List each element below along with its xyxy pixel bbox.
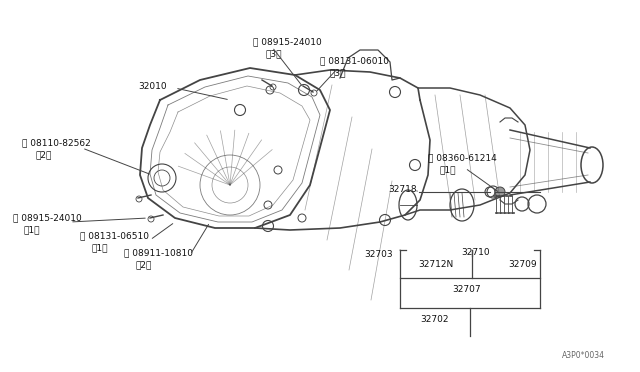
Text: 「2」: 「2」: [135, 260, 152, 269]
Text: Ⓑ 08131-06510: Ⓑ 08131-06510: [80, 231, 149, 240]
Text: Ⓑ 08110-82562: Ⓑ 08110-82562: [22, 138, 91, 147]
Text: Ⓝ 08911-10810: Ⓝ 08911-10810: [124, 248, 193, 257]
Text: 32710: 32710: [461, 248, 490, 257]
Text: 「1」: 「1」: [439, 165, 456, 174]
Text: 32718: 32718: [388, 185, 417, 194]
Text: 32707: 32707: [452, 285, 481, 294]
Text: 「1」: 「1」: [24, 225, 40, 234]
Text: ⓦ 08915-24010: ⓦ 08915-24010: [13, 213, 82, 222]
Text: 32712N: 32712N: [418, 260, 453, 269]
Text: 「2」: 「2」: [35, 150, 51, 159]
Text: 32709: 32709: [508, 260, 536, 269]
Text: Ⓢ 08360-61214: Ⓢ 08360-61214: [428, 153, 497, 162]
Text: 32010: 32010: [138, 82, 166, 91]
Text: ⓦ 08915-24010: ⓦ 08915-24010: [253, 37, 322, 46]
Text: Ⓑ 08131-06010: Ⓑ 08131-06010: [320, 56, 389, 65]
Text: 「3」: 「3」: [330, 68, 346, 77]
Text: A3P0*0034: A3P0*0034: [562, 351, 605, 360]
Text: 32703: 32703: [364, 250, 392, 259]
Text: 「1」: 「1」: [91, 243, 108, 252]
Text: 32702: 32702: [420, 315, 449, 324]
Circle shape: [495, 187, 505, 197]
Text: 「3」: 「3」: [265, 49, 282, 58]
